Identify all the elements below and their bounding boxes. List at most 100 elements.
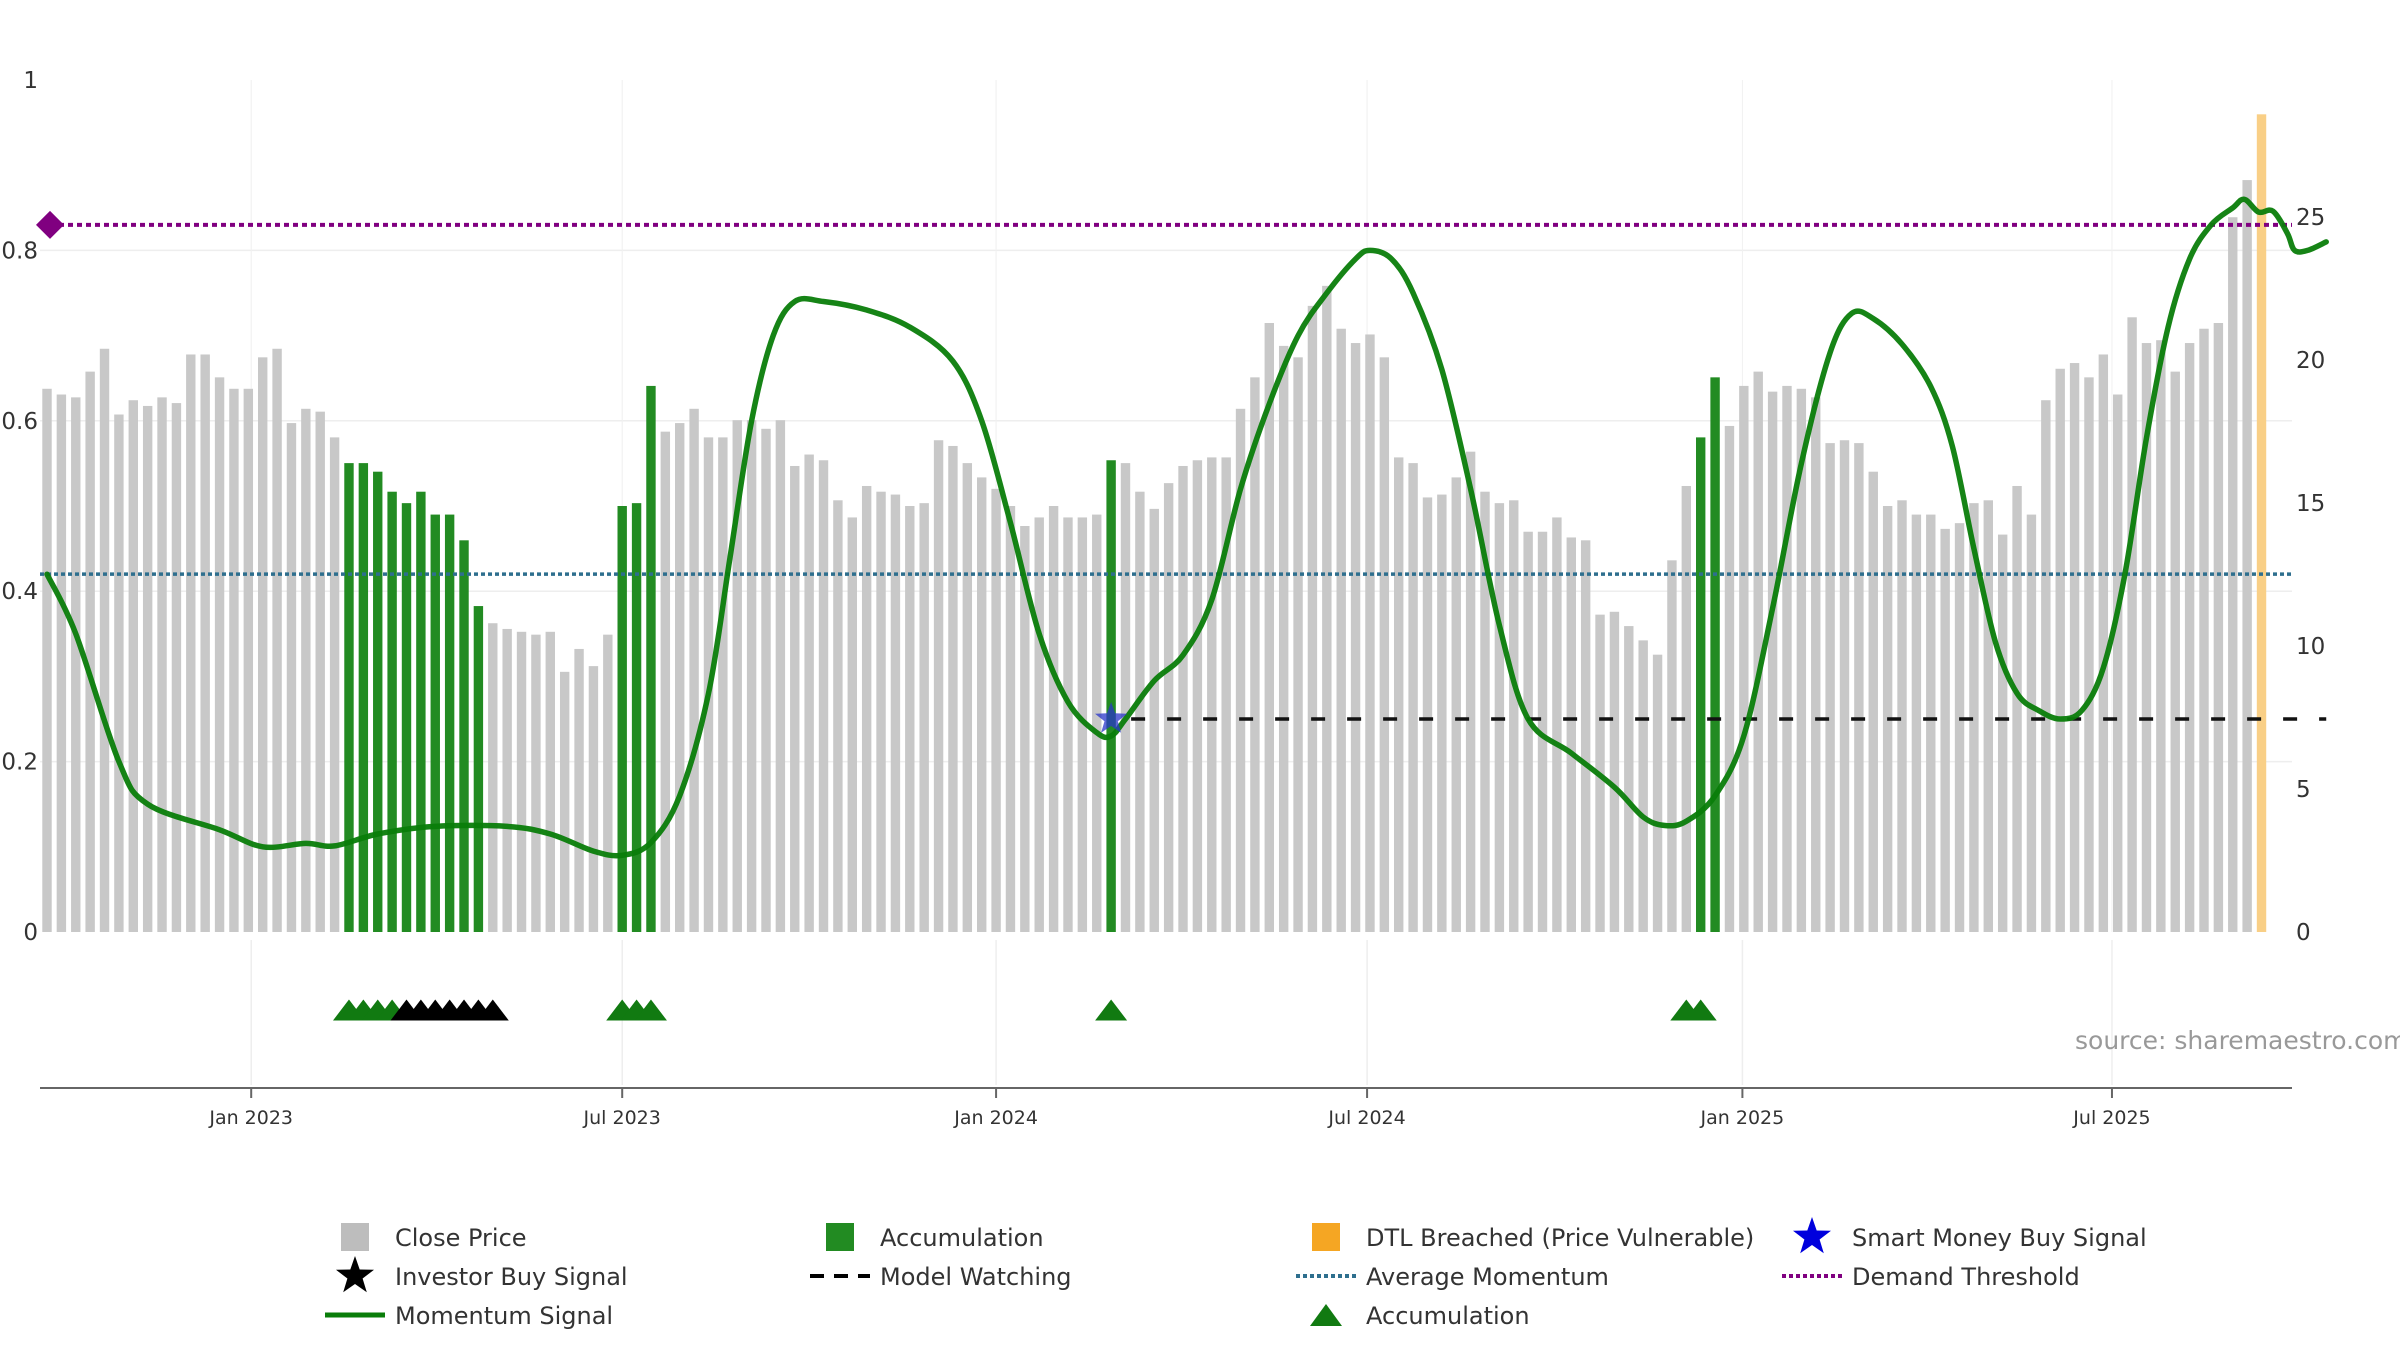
accumulation-triangle xyxy=(1095,999,1128,1021)
close-price-bar xyxy=(488,623,498,932)
signal-markers xyxy=(332,702,1717,1021)
close-price-bar xyxy=(1724,425,1735,932)
left-axis-tick-label: 0.6 xyxy=(1,409,38,435)
close-price-bar xyxy=(1997,534,2008,932)
close-price-bar xyxy=(1048,506,1059,932)
legend-label: Close Price xyxy=(395,1224,527,1252)
close-price-bar xyxy=(574,648,584,932)
close-price-bar xyxy=(1336,328,1346,932)
close-price-bar xyxy=(847,517,857,932)
close-price-bar xyxy=(732,420,742,932)
close-price-bar xyxy=(2156,340,2166,932)
close-price-bar xyxy=(1437,494,1447,932)
close-price-bar xyxy=(861,485,872,932)
close-price-bar xyxy=(1092,514,1102,932)
legend-swatch xyxy=(341,1223,369,1251)
left-axis-tick-label: 0.2 xyxy=(1,750,38,776)
legend-label: Smart Money Buy Signal xyxy=(1852,1224,2147,1252)
legend-item: Demand Threshold xyxy=(1782,1263,2080,1291)
close-price-bar xyxy=(2026,514,2037,932)
close-price-bar xyxy=(99,348,110,932)
close-price-bar xyxy=(42,388,52,932)
close-price-bar xyxy=(1379,357,1390,932)
close-price-bar xyxy=(559,671,570,932)
accumulation-bar xyxy=(473,606,484,932)
close-price-bar xyxy=(1034,517,1044,932)
close-price-bar xyxy=(1983,500,1993,932)
close-price-bar xyxy=(85,371,95,933)
close-price-bar xyxy=(1235,408,1246,932)
close-price-bar xyxy=(876,491,886,932)
legend-swatch xyxy=(1312,1223,1340,1251)
close-price-bar xyxy=(258,357,268,932)
close-price-bar xyxy=(1811,397,1821,932)
close-price-bar xyxy=(1250,377,1260,932)
close-price-bar xyxy=(933,440,944,932)
accumulation-bar xyxy=(416,491,426,932)
legend-label: DTL Breached (Price Vulnerable) xyxy=(1366,1224,1754,1252)
close-price-bar xyxy=(1638,640,1648,932)
close-price-bar xyxy=(1394,457,1404,932)
close-price-bar xyxy=(991,488,1001,932)
close-price-bar xyxy=(818,460,829,932)
right-axis-tick-label: 15 xyxy=(2296,491,2325,517)
close-price-bar xyxy=(1408,463,1418,932)
close-price-bar xyxy=(775,420,786,932)
close-price-bar xyxy=(1135,491,1145,932)
legend-label: Accumulation xyxy=(1366,1302,1530,1330)
close-price-bar xyxy=(2127,317,2137,932)
dtl-breached-bar xyxy=(2256,114,2267,933)
close-price-bar xyxy=(833,500,843,932)
close-price-bar xyxy=(56,394,67,932)
x-axis-tick-label: Jul 2024 xyxy=(1327,1107,1405,1129)
close-price-bar xyxy=(2242,180,2252,932)
close-price-bar xyxy=(1005,506,1016,932)
close-price-bar xyxy=(1839,440,1850,932)
accumulation-triangle xyxy=(1684,999,1717,1021)
close-price-bar xyxy=(545,631,555,932)
accumulation-bar xyxy=(459,540,469,932)
legend-label: Demand Threshold xyxy=(1852,1263,2080,1291)
close-price-bar xyxy=(1753,371,1763,933)
close-price-bar xyxy=(919,503,929,932)
close-price-bar xyxy=(1365,334,1375,932)
close-price-bar xyxy=(1796,388,1807,932)
close-price-bar xyxy=(1940,528,1950,932)
legend-item: Smart Money Buy Signal xyxy=(1793,1217,2147,1254)
investor-buy-triangle xyxy=(476,999,509,1021)
legend-label: Momentum Signal xyxy=(395,1302,613,1330)
close-price-bar xyxy=(1854,443,1864,932)
accumulation-bar xyxy=(444,514,455,932)
x-axis-tick-label: Jan 2024 xyxy=(953,1107,1038,1129)
legend-item: DTL Breached (Price Vulnerable) xyxy=(1312,1223,1754,1252)
close-price-bar xyxy=(2041,400,2051,933)
close-price-bar xyxy=(1264,323,1274,932)
close-price-bar xyxy=(2012,485,2022,932)
right-axis-tick-label: 0 xyxy=(2296,920,2311,946)
close-price-bar xyxy=(761,428,771,932)
close-price-bar xyxy=(301,408,311,932)
legend-label: Average Momentum xyxy=(1366,1263,1609,1291)
close-price-bar xyxy=(588,666,599,932)
close-price-bar xyxy=(1566,537,1576,932)
close-price-bar xyxy=(1278,345,1289,933)
close-price-bar xyxy=(516,631,527,932)
legend-item: Investor Buy Signal xyxy=(336,1256,628,1293)
close-price-bar xyxy=(1969,503,1979,932)
close-price-bar xyxy=(718,437,728,932)
accumulation-bar xyxy=(617,506,627,932)
close-price-bar xyxy=(1897,500,1907,932)
left-axis-tick-label: 0 xyxy=(23,920,38,946)
legend-star-icon xyxy=(1793,1217,1831,1254)
close-price-bar xyxy=(1537,531,1548,932)
close-price-bar xyxy=(2098,354,2109,932)
x-axis-tick-label: Jul 2023 xyxy=(583,1107,661,1129)
close-price-bar xyxy=(1825,443,1835,932)
right-axis-tick-label: 25 xyxy=(2296,205,2325,231)
close-price-bar xyxy=(1580,540,1591,932)
legend-item: Accumulation xyxy=(826,1223,1044,1252)
legend-label: Investor Buy Signal xyxy=(395,1263,628,1291)
smart-money-buy-star xyxy=(1095,702,1128,733)
close-price-bar xyxy=(2113,394,2123,932)
